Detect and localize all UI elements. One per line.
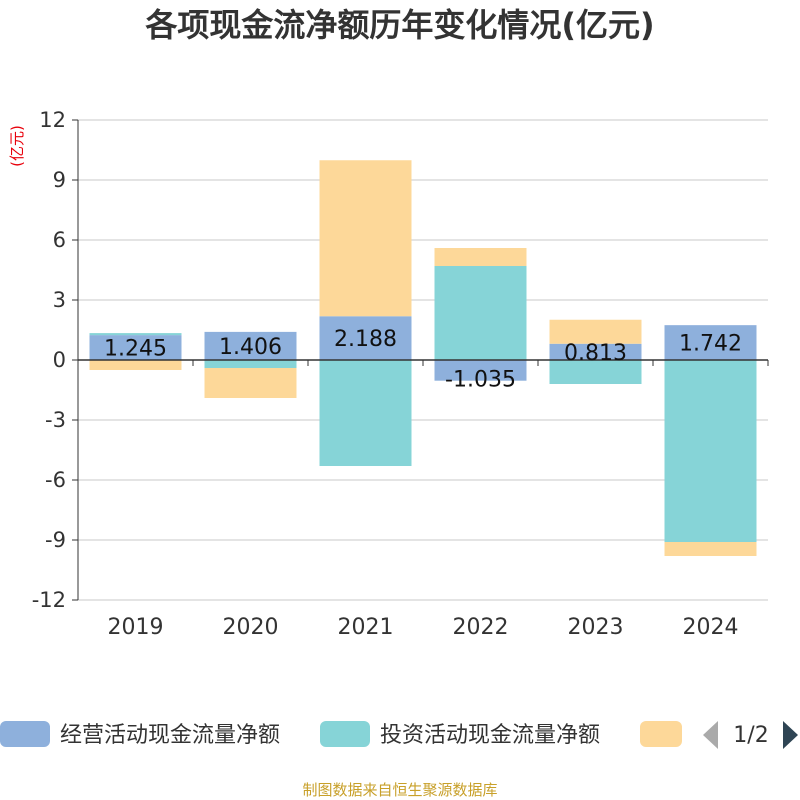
bar-2022-series-0[interactable] (434, 360, 527, 381)
data-labels: 1.245 1.406 2.188 -1.035 0.813 1.742 (104, 327, 742, 392)
legend-swatch-financing[interactable] (640, 721, 682, 747)
legend-page-indicator: 1/2 (733, 723, 768, 748)
bar-2024-series-2[interactable] (664, 542, 757, 556)
y-tick-label: 3 (53, 288, 66, 312)
y-unit-label: (亿元) (8, 125, 26, 167)
legend-label-operating[interactable]: 经营活动现金流量净额 (60, 723, 280, 748)
x-tick-label: 2021 (338, 615, 394, 640)
data-label: 1.742 (679, 332, 742, 357)
x-tick-label: 2020 (223, 615, 279, 640)
legend-label-investing[interactable]: 投资活动现金流量净额 (380, 723, 600, 748)
grid-lines (78, 119, 768, 601)
bar-2021-series-1[interactable] (319, 360, 412, 466)
bar-2022-series-2[interactable] (434, 248, 527, 266)
bar-2020-series-0[interactable] (204, 331, 297, 360)
y-tick-label: 0 (53, 348, 66, 372)
data-label: 0.813 (564, 341, 627, 366)
bar-2023-series-0[interactable] (549, 343, 642, 360)
data-label: 1.406 (219, 335, 282, 360)
y-tick-label: 6 (53, 228, 66, 252)
chart-title: 各项现金流净额历年变化情况(亿元) (145, 6, 654, 44)
axes (72, 119, 769, 601)
bar-2020-series-2[interactable] (204, 368, 297, 398)
y-tick-label: -9 (45, 528, 66, 552)
x-tick-label: 2019 (108, 615, 164, 640)
data-label: 1.245 (104, 337, 167, 362)
bar-2023-series-2[interactable] (549, 319, 642, 344)
bar-2021-series-0[interactable] (319, 316, 412, 360)
triangle-right-icon[interactable] (783, 721, 798, 749)
data-label: -1.035 (445, 367, 516, 392)
bar-2024-series-0[interactable] (664, 325, 757, 360)
bar-2019-series-0[interactable] (89, 335, 182, 360)
triangle-left-icon[interactable] (703, 721, 718, 749)
data-label: 2.188 (334, 327, 397, 352)
y-tick-label: 12 (39, 108, 66, 132)
y-tick-label: -3 (45, 408, 66, 432)
y-tick-label: -12 (32, 588, 66, 612)
bar-2019-series-1[interactable] (89, 333, 182, 336)
x-tick-label: 2024 (683, 615, 739, 640)
bar-2023-series-1[interactable] (549, 360, 642, 384)
bar-marks (89, 160, 757, 556)
bar-2022-series-1[interactable] (434, 266, 527, 360)
legend: 经营活动现金流量净额 投资活动现金流量净额 1/2 (0, 721, 798, 749)
x-tick-label: 2022 (453, 615, 509, 640)
legend-swatch-investing[interactable] (320, 721, 370, 747)
bar-2019-series-2[interactable] (89, 360, 182, 370)
legend-swatch-operating[interactable] (0, 721, 50, 747)
source-note: 制图数据来自恒生聚源数据库 (302, 781, 497, 799)
bar-2021-series-2[interactable] (319, 160, 412, 317)
y-tick-label: -6 (45, 468, 66, 492)
y-tick-label: 9 (53, 168, 66, 192)
x-tick-label: 2023 (568, 615, 624, 640)
bar-2020-series-1[interactable] (204, 360, 297, 368)
bar-2024-series-1[interactable] (664, 360, 757, 542)
x-tick-labels: 2019 2020 2021 2022 2023 2024 (108, 615, 739, 640)
y-tick-labels: -12 -9 -6 -3 0 3 6 9 12 (32, 108, 66, 612)
